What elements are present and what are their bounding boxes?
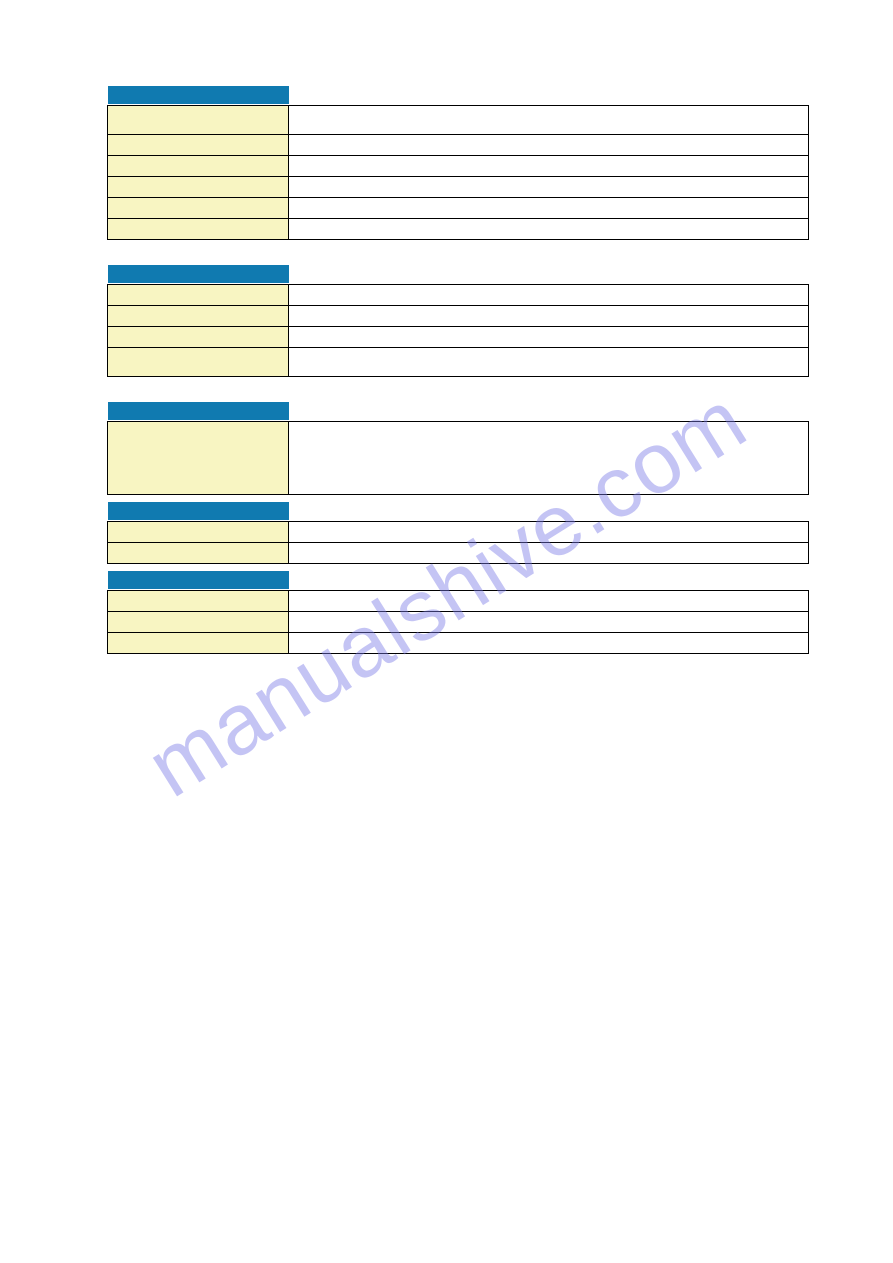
table-1-row-2-value xyxy=(289,156,809,177)
table-1-row-1-label xyxy=(108,135,289,156)
table-2-row-3-value xyxy=(289,348,809,377)
spec-table-4 xyxy=(107,501,809,564)
table-2-row-2-value xyxy=(289,327,809,348)
table-2-row-1-label xyxy=(108,306,289,327)
table-4-row-0-label xyxy=(108,522,289,543)
table-1-row-1-value xyxy=(289,135,809,156)
table-1-row-2-label xyxy=(108,156,289,177)
table-1-row-4-label xyxy=(108,198,289,219)
table-2-row-2-label xyxy=(108,327,289,348)
spec-table-1 xyxy=(107,85,809,240)
table-2-row-0-value xyxy=(289,285,809,306)
table-3-row-0-label xyxy=(108,422,289,495)
table-1-header xyxy=(108,86,289,104)
table-1-row-3-label xyxy=(108,177,289,198)
table-4-row-1-label xyxy=(108,543,289,564)
table-1-row-5-label xyxy=(108,219,289,240)
table-2-row-0-label xyxy=(108,285,289,306)
table-1-row-4-value xyxy=(289,198,809,219)
table-2-header xyxy=(108,265,289,283)
table-5-row-1-value xyxy=(289,612,809,633)
table-1-row-0-value xyxy=(289,106,809,135)
table-2-row-3-label xyxy=(108,348,289,377)
table-4-row-1-value xyxy=(289,543,809,564)
table-4-header xyxy=(108,502,289,520)
table-1-row-0-label xyxy=(108,106,289,135)
table-4-row-0-value xyxy=(289,522,809,543)
table-5-row-0-value xyxy=(289,591,809,612)
table-5-row-1-label xyxy=(108,612,289,633)
table-1-row-3-value xyxy=(289,177,809,198)
table-2-row-1-value xyxy=(289,306,809,327)
table-5-header xyxy=(108,571,289,589)
table-1-row-5-value xyxy=(289,219,809,240)
spec-table-5 xyxy=(107,570,809,654)
spec-table-3 xyxy=(107,401,809,495)
table-5-row-2-value xyxy=(289,633,809,654)
table-5-row-0-label xyxy=(108,591,289,612)
table-3-header xyxy=(108,402,289,420)
table-5-row-2-label xyxy=(108,633,289,654)
page-content xyxy=(107,85,809,678)
table-3-row-0-value xyxy=(289,422,809,495)
spec-table-2 xyxy=(107,264,809,377)
